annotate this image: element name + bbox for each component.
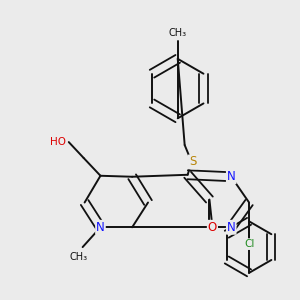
Text: Cl: Cl [244, 239, 254, 249]
Text: N: N [96, 221, 105, 234]
Text: N: N [227, 221, 236, 234]
Text: CH₃: CH₃ [70, 252, 88, 262]
Text: O: O [208, 221, 217, 234]
Text: CH₃: CH₃ [169, 28, 187, 38]
Text: N: N [227, 170, 236, 183]
Text: HO: HO [50, 137, 66, 147]
Text: S: S [189, 155, 196, 168]
